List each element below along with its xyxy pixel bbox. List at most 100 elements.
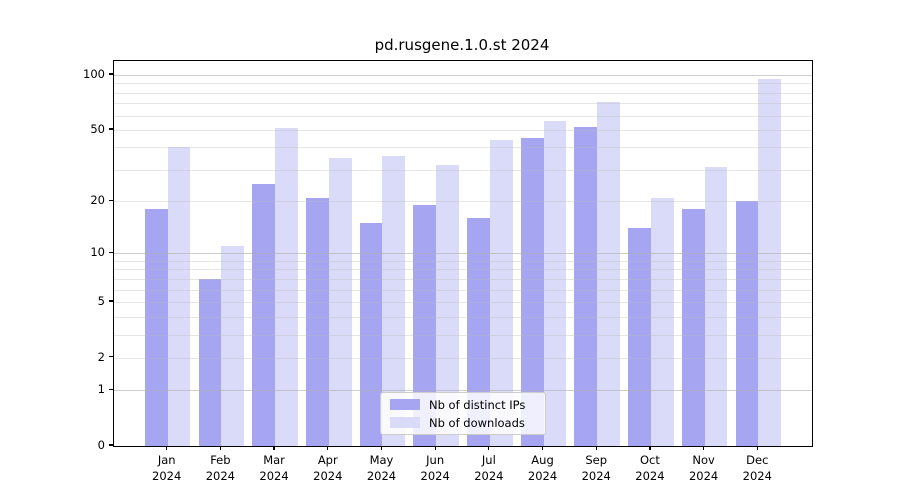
y-tick-10 — [109, 251, 113, 253]
gridline-major-1 — [114, 390, 812, 392]
x-tick-month: Jan — [157, 453, 176, 467]
x-tick-label-jul: Jul 2024 — [462, 452, 516, 484]
bar-jul-distinct-ips — [467, 218, 490, 446]
bar-aug-distinct-ips — [520, 138, 544, 446]
bar-jan-distinct-ips — [144, 209, 168, 446]
x-tick-label-jan: Jan 2024 — [140, 452, 194, 484]
x-tick-month: May — [369, 453, 394, 467]
y-tick-label-1: 1 — [97, 382, 105, 397]
x-tick-label-nov: Nov 2024 — [677, 452, 731, 484]
bar-dec-downloads — [758, 79, 782, 446]
bar-mar-downloads — [275, 128, 298, 446]
x-tick-jan — [166, 446, 168, 451]
bar-nov-downloads — [704, 167, 728, 446]
y-tick-0 — [109, 444, 113, 446]
x-tick-year: 2024 — [366, 469, 397, 483]
gridline-minor-50 — [114, 129, 812, 131]
x-tick-aug — [541, 446, 544, 451]
x-tick-month: Dec — [746, 453, 769, 467]
bar-dec-distinct-ips — [735, 201, 759, 446]
x-tick-label-dec: Dec 2024 — [730, 452, 784, 484]
x-tick-year: 2024 — [420, 469, 450, 483]
gridline-minor-9 — [114, 260, 812, 262]
y-tick-100 — [109, 73, 113, 75]
gridline-minor-40 — [114, 147, 812, 149]
bar-apr-distinct-ips — [305, 197, 329, 446]
bar-nov-distinct-ips — [681, 209, 705, 446]
bar-oct-downloads — [650, 197, 674, 446]
x-tick-sep — [595, 446, 597, 451]
bar-feb-distinct-ips — [198, 278, 222, 446]
y-tick-20 — [109, 199, 113, 201]
bar-jul-downloads — [489, 140, 513, 446]
x-tick-label-aug: Aug 2024 — [516, 452, 570, 484]
x-tick-year: 2024 — [635, 469, 665, 483]
legend: Nb of distinct IPs Nb of downloads — [380, 392, 546, 435]
legend-item-distinct-ips: Nb of distinct IPs — [381, 398, 545, 412]
x-tick-label-apr: Apr 2024 — [301, 452, 355, 484]
gridline-minor-7 — [114, 278, 812, 280]
gridline-minor-70 — [114, 103, 812, 105]
gridline-minor-8 — [114, 269, 812, 271]
bar-sep-downloads — [597, 102, 621, 446]
legend-swatch-distinct-ips — [390, 399, 420, 410]
gridline-minor-6 — [114, 289, 812, 291]
x-tick-jun — [434, 446, 436, 451]
legend-swatch-downloads — [390, 417, 420, 428]
x-tick-label-jun: Jun 2024 — [408, 452, 462, 484]
x-tick-may — [380, 446, 383, 451]
x-tick-month: Nov — [692, 453, 715, 467]
y-tick-label-0: 0 — [97, 438, 105, 452]
gridline-minor-80 — [114, 92, 812, 94]
x-tick-month: Feb — [210, 453, 231, 467]
x-tick-month: Jun — [426, 453, 445, 467]
y-tick-label-100: 100 — [83, 67, 105, 81]
y-tick-label-10: 10 — [90, 245, 105, 260]
bar-oct-distinct-ips — [628, 228, 651, 446]
x-tick-year: 2024 — [474, 469, 504, 483]
x-tick-month: Apr — [317, 453, 338, 467]
x-tick-nov — [703, 446, 705, 451]
x-tick-label-may: May 2024 — [355, 452, 409, 484]
bar-apr-downloads — [328, 157, 352, 446]
bar-jun-distinct-ips — [413, 205, 437, 446]
y-tick-label-20: 20 — [90, 193, 105, 208]
x-tick-dec — [756, 446, 758, 451]
chart-title: pd.rusgene.1.0.st 2024 — [374, 36, 550, 54]
x-tick-month: Aug — [531, 453, 554, 467]
x-tick-year: 2024 — [527, 469, 558, 483]
gridline-minor-2 — [114, 357, 812, 359]
x-tick-oct — [649, 446, 651, 451]
x-tick-year: 2024 — [152, 469, 182, 483]
x-tick-year: 2024 — [742, 469, 772, 483]
gridline-major-10 — [114, 253, 812, 255]
x-tick-label-oct: Oct 2024 — [623, 452, 677, 484]
x-tick-label-feb: Feb 2024 — [194, 452, 248, 484]
x-tick-feb — [219, 446, 221, 451]
gridline-minor-20 — [114, 201, 812, 203]
x-tick-label-sep: Sep 2024 — [569, 452, 623, 484]
y-tick-label-5: 5 — [97, 293, 105, 308]
bar-mar-distinct-ips — [252, 184, 276, 446]
x-tick-year: 2024 — [313, 469, 343, 483]
y-tick-1 — [109, 388, 113, 390]
x-tick-year: 2024 — [259, 469, 289, 483]
legend-label-distinct-ips: Nb of distinct IPs — [429, 397, 526, 412]
plot-area — [113, 60, 813, 447]
y-tick-2 — [109, 356, 113, 358]
x-tick-year: 2024 — [581, 469, 611, 483]
legend-item-downloads: Nb of downloads — [381, 416, 545, 430]
gridline-major-100 — [114, 75, 812, 76]
bar-jan-downloads — [167, 147, 191, 446]
x-tick-year: 2024 — [205, 469, 236, 483]
gridline-minor-3 — [114, 334, 812, 336]
y-tick-label-50: 50 — [90, 121, 105, 136]
gridline-minor-5 — [114, 301, 812, 303]
y-tick-label-2: 2 — [97, 349, 105, 364]
bar-may-downloads — [382, 155, 406, 446]
gridline-minor-60 — [114, 115, 812, 117]
bar-aug-downloads — [543, 121, 567, 446]
gridline-minor-30 — [114, 169, 812, 171]
gridline-minor-4 — [114, 316, 812, 318]
